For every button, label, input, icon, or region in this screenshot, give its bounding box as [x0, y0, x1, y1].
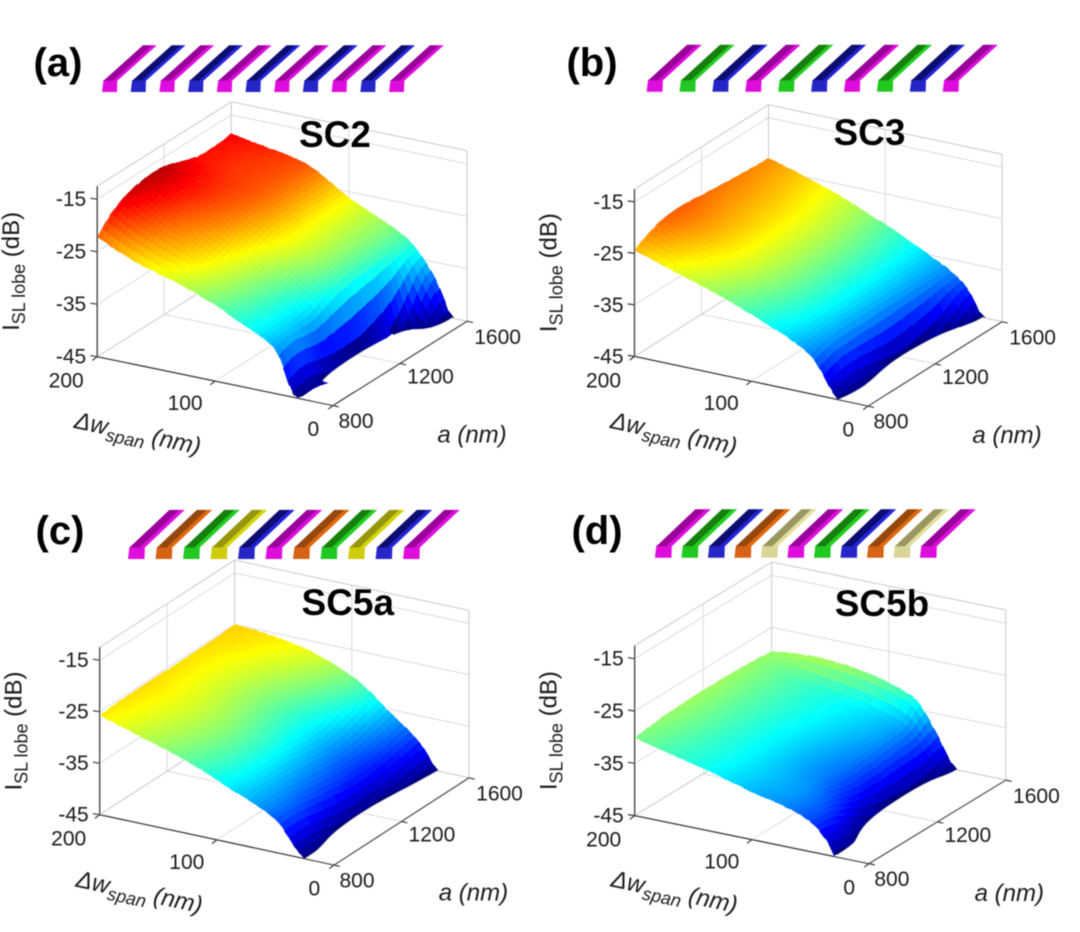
svg-text:100: 100: [169, 851, 204, 874]
svg-text:1600: 1600: [1013, 785, 1060, 808]
svg-text:1600: 1600: [476, 783, 523, 806]
svg-text:-45: -45: [593, 805, 623, 828]
svg-text:1200: 1200: [409, 824, 456, 847]
svg-text:SC5b: SC5b: [835, 583, 930, 624]
svg-text:-15: -15: [56, 188, 86, 211]
svg-text:-15: -15: [593, 191, 623, 214]
svg-text:800: 800: [339, 870, 374, 893]
svg-text:(a): (a): [34, 41, 83, 85]
svg-text:-35: -35: [58, 752, 88, 775]
svg-text:800: 800: [874, 868, 909, 891]
svg-text:200: 200: [49, 370, 84, 393]
svg-text:-15: -15: [593, 648, 623, 671]
svg-text:1600: 1600: [1009, 327, 1056, 350]
svg-text:(c): (c): [36, 509, 85, 553]
svg-text:100: 100: [704, 392, 739, 415]
svg-text:200: 200: [586, 369, 621, 392]
svg-text:0: 0: [843, 876, 855, 899]
svg-text:100: 100: [168, 392, 203, 415]
svg-text:200: 200: [586, 829, 621, 852]
svg-text:(d): (d): [571, 509, 622, 553]
svg-text:-25: -25: [56, 241, 86, 264]
svg-text:-25: -25: [593, 242, 623, 265]
svg-text:SC5a: SC5a: [302, 582, 395, 623]
svg-text:a (nm): a (nm): [972, 422, 1041, 449]
svg-text:0: 0: [308, 878, 320, 901]
svg-text:(b): (b): [566, 41, 617, 85]
svg-text:-35: -35: [593, 294, 623, 317]
svg-text:-25: -25: [593, 700, 623, 723]
svg-text:-25: -25: [58, 701, 88, 724]
svg-text:-35: -35: [593, 752, 623, 775]
svg-text:800: 800: [873, 411, 908, 434]
svg-text:-45: -45: [58, 804, 88, 827]
svg-text:-35: -35: [56, 293, 86, 316]
svg-text:1200: 1200: [942, 366, 989, 389]
svg-text:1600: 1600: [474, 326, 521, 349]
svg-text:SC3: SC3: [834, 112, 906, 153]
svg-text:a (nm): a (nm): [437, 421, 506, 448]
svg-text:-15: -15: [58, 649, 88, 672]
svg-text:a (nm): a (nm): [975, 880, 1044, 907]
svg-text:a (nm): a (nm): [439, 879, 508, 906]
svg-text:200: 200: [51, 828, 86, 851]
svg-text:1200: 1200: [407, 366, 454, 389]
svg-text:-45: -45: [56, 346, 86, 369]
svg-text:800: 800: [338, 410, 373, 433]
svg-text:1200: 1200: [944, 824, 991, 847]
svg-text:0: 0: [307, 418, 319, 441]
svg-text:-45: -45: [593, 345, 623, 368]
svg-text:SC2: SC2: [299, 114, 371, 155]
svg-text:0: 0: [842, 419, 854, 442]
svg-text:100: 100: [704, 851, 739, 874]
